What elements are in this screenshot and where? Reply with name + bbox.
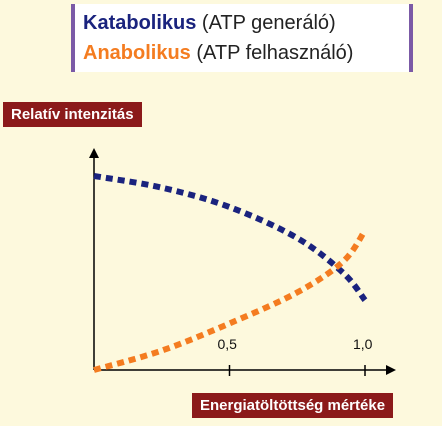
- y-axis-arrow: [89, 148, 99, 158]
- legend-suffix-katabolikus: (ATP generáló): [196, 12, 336, 34]
- x-tick-label-1: 1,0: [353, 336, 373, 352]
- legend-label-katabolikus: Katabolikus: [83, 12, 197, 34]
- y-axis-label: Relatív intenzitás: [3, 102, 142, 127]
- series-line-katabolikus: [93, 173, 368, 303]
- legend-label-anabolikus: Anabolikus: [83, 42, 191, 64]
- legend-item-katabolikus: Katabolikus (ATP generáló): [83, 12, 336, 35]
- x-axis-label: Energiatöltöttség mértéke: [192, 393, 394, 418]
- legend-suffix-anabolikus: (ATP felhasználó): [190, 42, 354, 64]
- legend-item-anabolikus: Anabolikus (ATP felhasználó): [83, 42, 353, 65]
- x-tick-label-0: 0,5: [218, 336, 238, 352]
- series-line-anabolikus: [93, 228, 368, 373]
- legend: Katabolikus (ATP generáló) Anabolikus (A…: [71, 4, 413, 72]
- x-axis-arrow: [386, 365, 396, 375]
